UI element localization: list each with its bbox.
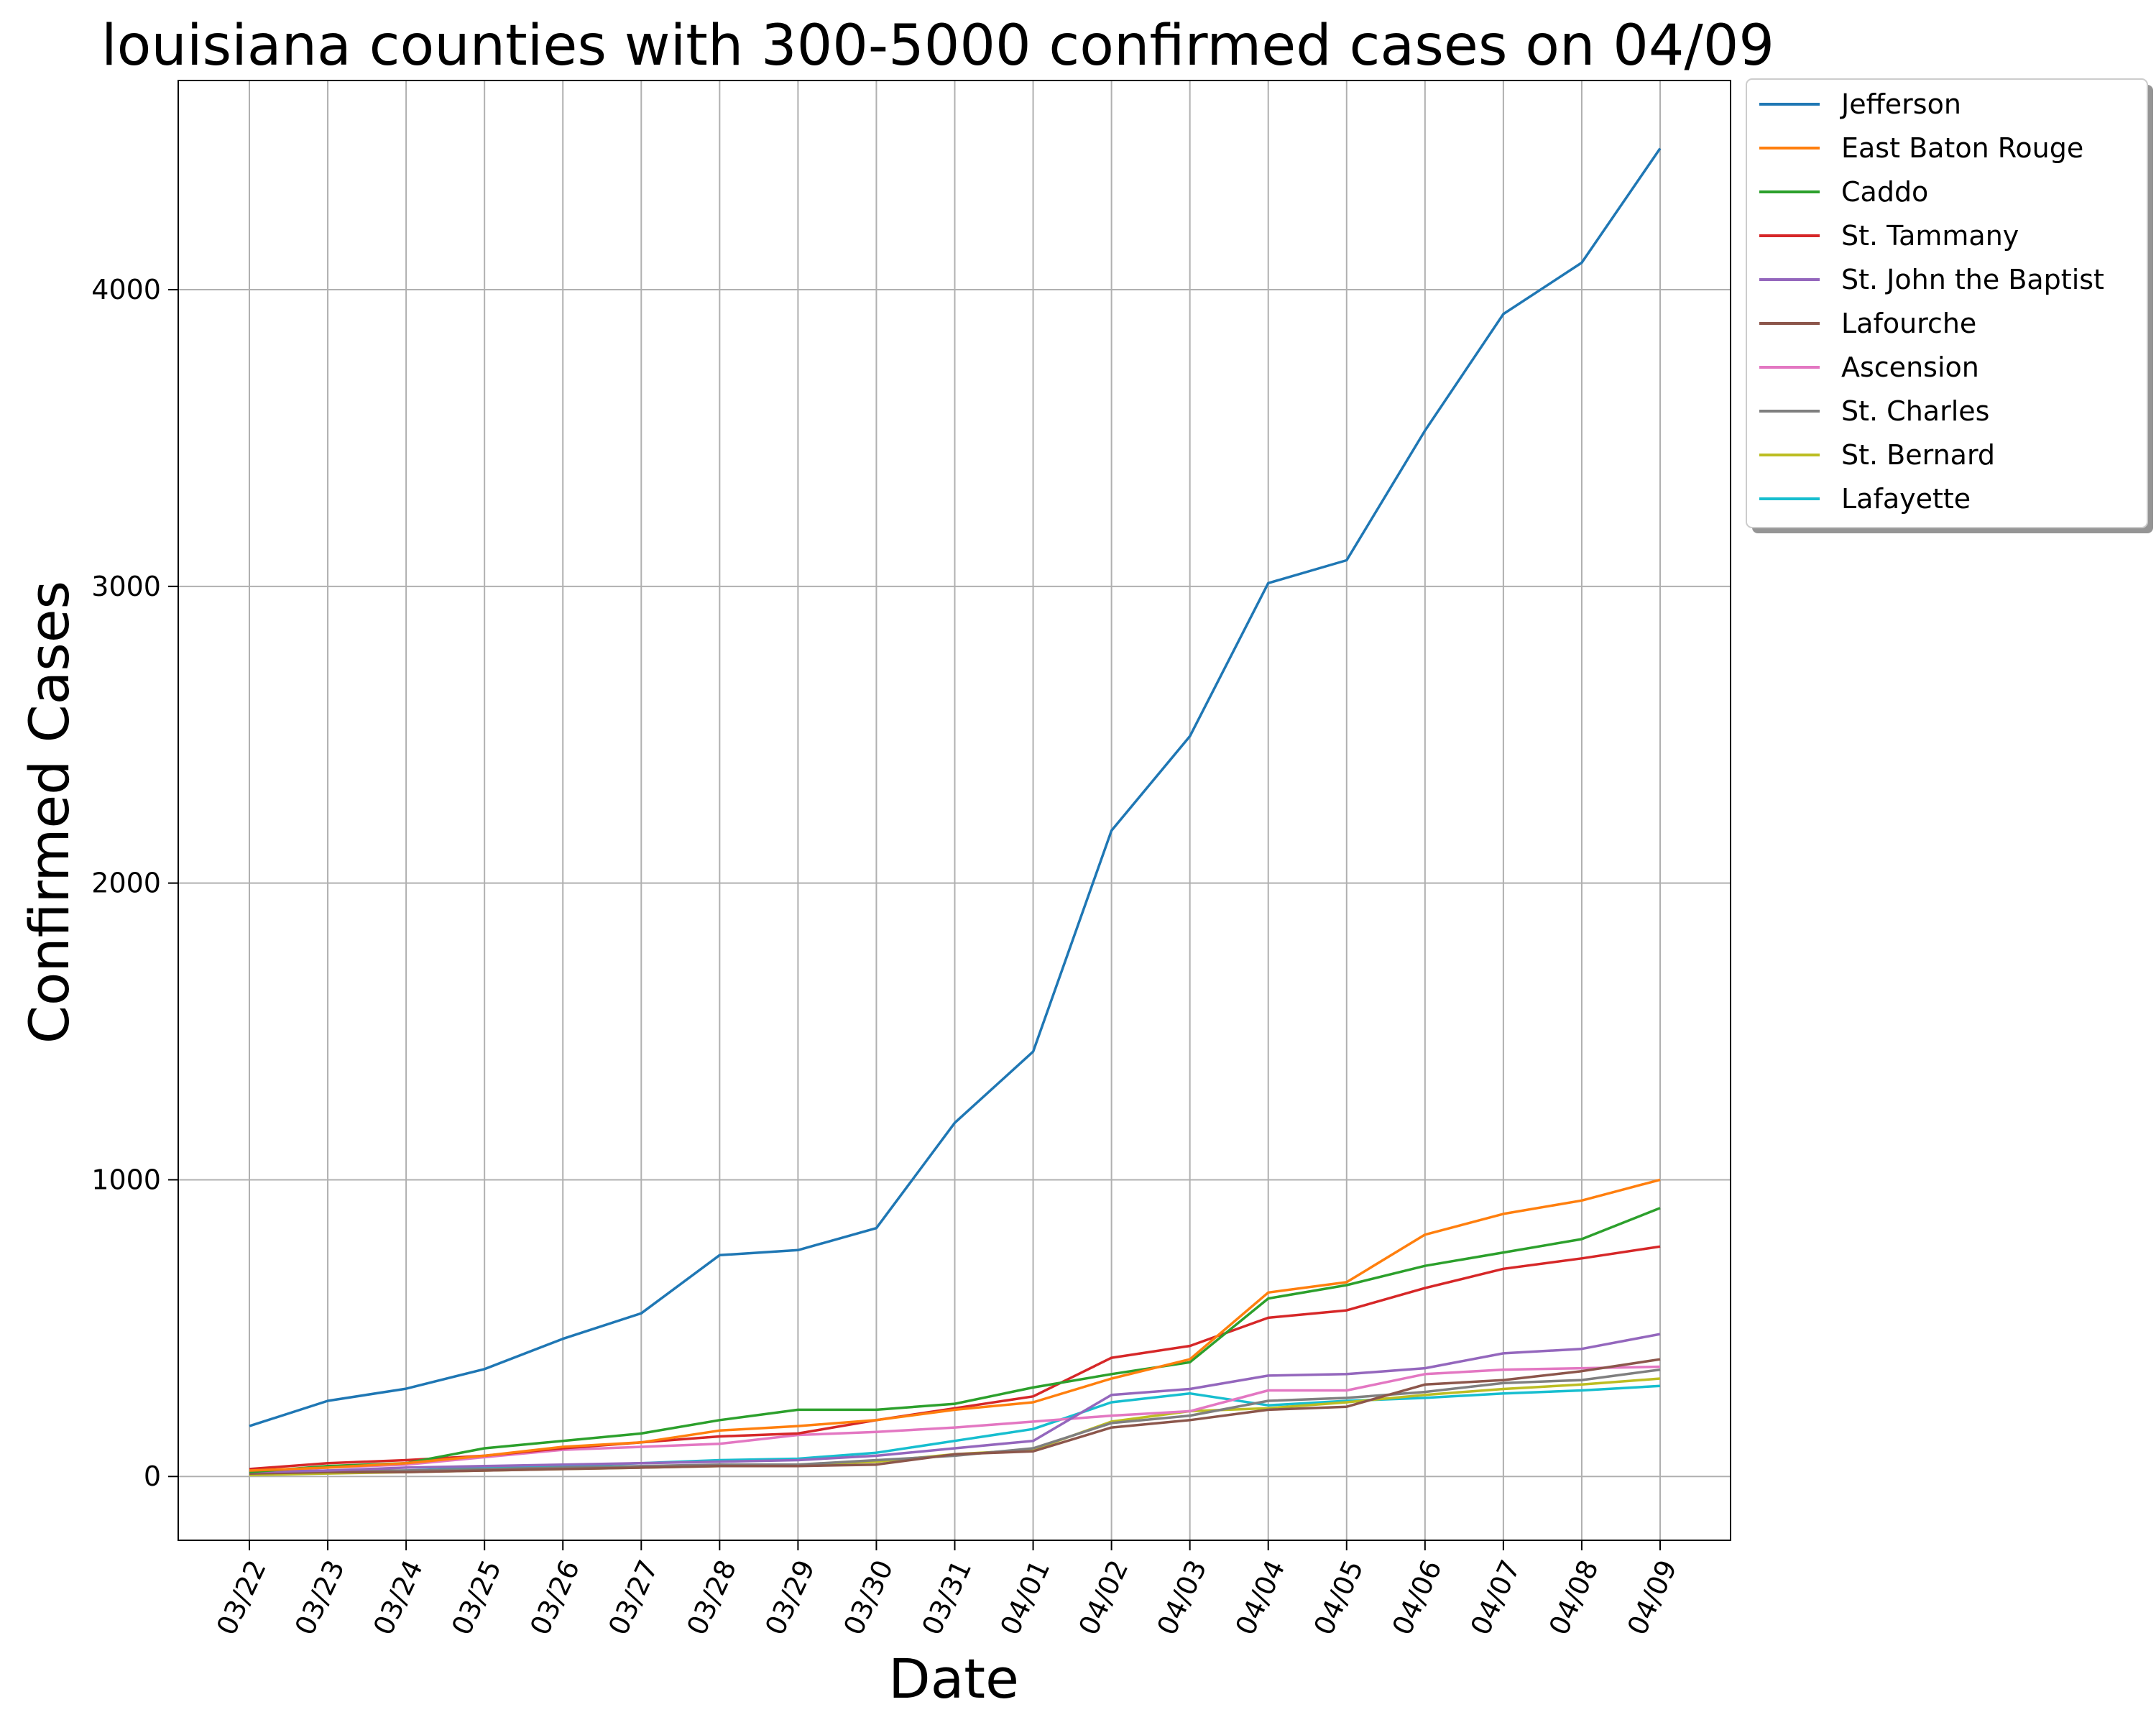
legend-entry: St. Bernard (1759, 439, 1995, 471)
series-line-lafayette (249, 1384, 1661, 1475)
y-tick-label: 2000 (91, 868, 161, 899)
legend-label: St. Tammany (1841, 220, 2019, 252)
series-line-lafourche (249, 1358, 1661, 1475)
series-line-east-baton-rouge (249, 1178, 1661, 1472)
y-tick-label: 3000 (91, 571, 161, 602)
legend-entry: St. John the Baptist (1759, 264, 2104, 295)
y-axis-label: Confirmed Cases (17, 581, 81, 1044)
legend-entry: Lafayette (1759, 483, 1971, 515)
chart-title: louisiana counties with 300-5000 confirm… (101, 14, 1774, 78)
legend-entry: East Baton Rouge (1759, 132, 2083, 164)
gridlines (178, 80, 1731, 1540)
legend-entry: Ascension (1759, 351, 1979, 383)
legend-label: Caddo (1841, 176, 1928, 208)
y-tick-label: 1000 (91, 1164, 161, 1195)
legend-entry: Lafourche (1759, 308, 1976, 339)
legend-entry: Jefferson (1759, 88, 1961, 120)
legend-label: St. Bernard (1841, 439, 1995, 471)
legend-label: East Baton Rouge (1841, 132, 2083, 164)
legend-label: St. John the Baptist (1841, 264, 2104, 295)
legend: Jefferson East Baton Rouge Caddo St. Tamman… (1746, 78, 2153, 533)
series-line-caddo (249, 1207, 1661, 1473)
legend-box (1746, 78, 2148, 528)
legend-label: Lafourche (1841, 308, 1976, 339)
legend-entry: Caddo (1759, 176, 1928, 208)
x-axis-label: Date (888, 1647, 1019, 1711)
y-tick-label: 4000 (91, 274, 161, 305)
legend-label: Lafayette (1841, 483, 1971, 515)
legend-label: St. Charles (1841, 395, 1989, 427)
series-lines (249, 147, 1662, 1476)
legend-label: Ascension (1841, 351, 1979, 383)
series-line-st-charles (249, 1368, 1661, 1475)
legend-entry: St. Tammany (1759, 220, 2019, 252)
legend-entry: St. Charles (1759, 395, 1989, 427)
series-line-jefferson (249, 147, 1662, 1427)
y-axis-ticks: 0 1000 2000 3000 4000 (91, 274, 178, 1492)
legend-label: Jefferson (1840, 88, 1961, 120)
series-line-ascension (249, 1365, 1661, 1473)
legend-entries: Jefferson East Baton Rouge Caddo St. Tamman… (1759, 88, 2104, 515)
y-tick-label: 0 (144, 1460, 161, 1492)
series-line-st-john-the-baptist (249, 1333, 1661, 1473)
